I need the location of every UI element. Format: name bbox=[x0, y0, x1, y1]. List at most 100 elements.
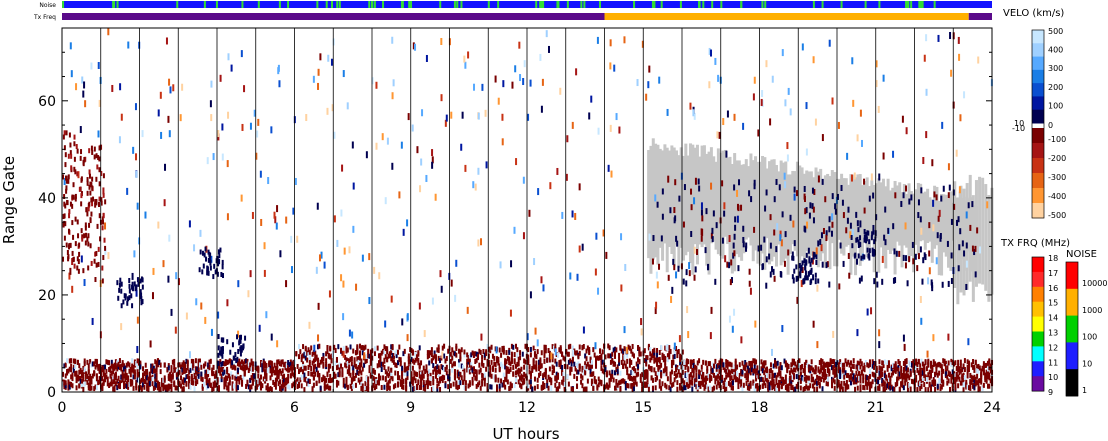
noise-bar bbox=[62, 1, 992, 8]
velocity-cell bbox=[155, 361, 158, 367]
velocity-cell bbox=[85, 232, 88, 238]
velocity-cell bbox=[386, 346, 389, 352]
velocity-cell bbox=[593, 378, 596, 384]
velocity-cell bbox=[114, 372, 117, 378]
velocity-cell bbox=[424, 368, 427, 374]
velocity-cell bbox=[807, 378, 810, 384]
velocity-cell bbox=[216, 377, 219, 383]
velocity-cell bbox=[826, 376, 829, 382]
velocity-cell bbox=[742, 225, 745, 232]
velocity-cell bbox=[609, 62, 612, 70]
velocity-cell bbox=[950, 69, 953, 77]
velocity-cell bbox=[300, 366, 303, 372]
velocity-cell bbox=[724, 255, 727, 263]
txfreq-label: 16 bbox=[1048, 284, 1058, 293]
velocity-cell bbox=[87, 206, 90, 212]
velocity-cell bbox=[472, 366, 475, 372]
velocity-cell bbox=[810, 359, 813, 365]
velocity-cell bbox=[810, 257, 813, 263]
velocity-cell bbox=[127, 375, 130, 381]
velocity-cell bbox=[343, 247, 346, 255]
velocity-cell bbox=[97, 155, 100, 161]
velocity-color-step bbox=[1032, 43, 1044, 58]
velocity-cell bbox=[886, 366, 889, 372]
velocity-cell bbox=[637, 371, 640, 377]
velocity-cell bbox=[478, 369, 481, 375]
velocity-cell bbox=[582, 369, 585, 375]
velocity-cell bbox=[70, 381, 73, 387]
velocity-cell bbox=[866, 247, 869, 253]
velocity-cell bbox=[660, 385, 663, 391]
txfreq-bar-label: Tx Freq bbox=[33, 14, 56, 21]
velocity-cell bbox=[80, 149, 83, 155]
velocity-cell bbox=[224, 377, 227, 383]
velocity-cell bbox=[832, 330, 835, 338]
velocity-cell bbox=[683, 380, 686, 386]
velocity-cell bbox=[756, 386, 759, 392]
velocity-color-step bbox=[1032, 96, 1044, 111]
velocity-cell bbox=[356, 369, 359, 375]
velocity-cell bbox=[360, 345, 363, 351]
velocity-cell bbox=[394, 350, 397, 356]
velocity-cell bbox=[932, 334, 935, 342]
velocity-cell bbox=[690, 204, 693, 211]
velocity-cell bbox=[623, 326, 626, 334]
velocity-cell bbox=[124, 377, 127, 383]
velocity-cell bbox=[401, 318, 404, 326]
velocity-cell bbox=[255, 384, 258, 390]
velocity-cell bbox=[74, 216, 77, 222]
velocity-cell bbox=[715, 364, 718, 370]
velocity-cell bbox=[910, 194, 913, 201]
velocity-cell bbox=[916, 265, 919, 272]
velocity-cell bbox=[520, 366, 523, 372]
velocity-cell bbox=[771, 266, 774, 273]
velocity-cell bbox=[460, 143, 463, 151]
velocity-cell bbox=[664, 363, 667, 369]
velocity-cell bbox=[807, 364, 810, 370]
velocity-cell bbox=[693, 246, 696, 254]
velocity-cell bbox=[763, 236, 766, 243]
velocity-cell bbox=[105, 374, 108, 380]
velocity-cell bbox=[285, 363, 288, 369]
velocity-cell bbox=[867, 253, 870, 259]
txfreq-label: 17 bbox=[1048, 269, 1058, 278]
velocity-cell bbox=[320, 251, 323, 259]
velocity-cell bbox=[604, 384, 607, 390]
velocity-cell bbox=[706, 365, 709, 371]
velocity-cell bbox=[106, 359, 109, 365]
velocity-cell bbox=[451, 363, 454, 369]
velocity-cell bbox=[236, 356, 239, 362]
velocity-cell bbox=[175, 369, 178, 375]
velocity-cell bbox=[335, 379, 338, 385]
velocity-cell bbox=[70, 363, 73, 369]
velocity-cell bbox=[925, 366, 928, 372]
velocity-cell bbox=[950, 358, 953, 364]
velocity-cell bbox=[245, 383, 248, 389]
velocity-cell bbox=[932, 199, 935, 207]
velocity-cell bbox=[418, 363, 421, 369]
velocity-cell bbox=[989, 378, 992, 384]
velocity-cell bbox=[80, 378, 83, 384]
velocity-cell bbox=[963, 358, 966, 364]
velocity-cell bbox=[887, 363, 890, 369]
velocity-cell bbox=[261, 363, 264, 369]
velocity-cell bbox=[765, 377, 768, 383]
velocity-cell bbox=[640, 328, 643, 336]
velocity-cell bbox=[522, 78, 525, 86]
ground-scatter-cell bbox=[779, 160, 783, 266]
velocity-cell bbox=[630, 359, 633, 365]
velocity-cell bbox=[934, 361, 937, 367]
velocity-cell bbox=[615, 385, 618, 391]
velocity-cell bbox=[816, 341, 819, 349]
noise-marker bbox=[599, 1, 602, 8]
velocity-cell bbox=[285, 216, 288, 224]
velocity-cell bbox=[936, 232, 939, 239]
velocity-cell bbox=[326, 372, 329, 378]
velocity-cell bbox=[930, 384, 932, 390]
velocity-cell bbox=[517, 367, 520, 373]
velocity-cell bbox=[653, 347, 656, 353]
velocity-cell bbox=[909, 370, 912, 376]
velocity-cell bbox=[862, 365, 865, 371]
noise-marker bbox=[497, 1, 500, 8]
velocity-cell bbox=[950, 252, 953, 259]
